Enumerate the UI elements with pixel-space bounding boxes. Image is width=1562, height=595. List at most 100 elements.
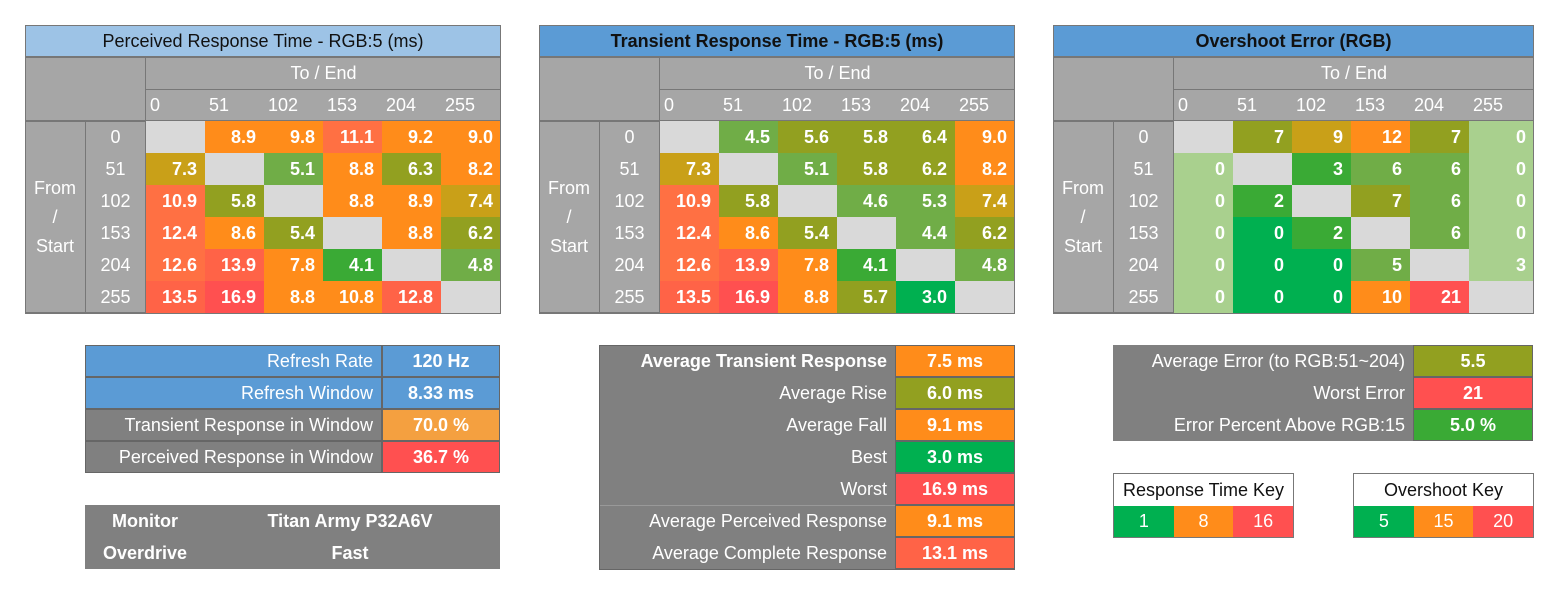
matrix-cell: 6.2 [955, 217, 1015, 249]
column-header: 0 [1178, 94, 1189, 115]
transient-summary-label: Average Fall [599, 409, 895, 441]
matrix-cell: 7.8 [264, 249, 323, 281]
matrix-cell: 9.2 [382, 121, 441, 153]
from-start-label: From / Start [25, 121, 85, 313]
matrix-title: Overshoot Error (RGB) [1053, 25, 1534, 57]
transient-summary-label: Average Rise [599, 377, 895, 409]
key-swatch: 5 [1354, 506, 1414, 537]
matrix-cell: 7.4 [955, 185, 1015, 217]
transient-summary-value: 3.0 ms [895, 441, 1015, 473]
matrix-cell: 8.8 [778, 281, 837, 313]
matrix-cell: 7.4 [441, 185, 501, 217]
row-header: 204 [1128, 254, 1159, 275]
refresh-label: Refresh Window [85, 377, 382, 409]
row-header: 102 [100, 190, 131, 211]
matrix-cell: 5.7 [837, 281, 896, 313]
matrix-cell [205, 153, 264, 185]
from-start-word: From [34, 177, 76, 198]
to-end-label: To / End [1320, 62, 1388, 83]
matrix-cell: 12 [1351, 121, 1410, 153]
matrix-cell: 8.2 [441, 153, 501, 185]
monitor-value: Titan Army P32A6V [267, 510, 433, 531]
matrix-overshoot: Overshoot Error (RGB) To / End 0 51 102 153 20… [1053, 25, 1534, 315]
matrix-cell [1351, 217, 1410, 249]
row-header: 153 [100, 222, 131, 243]
matrix-cell: 3 [1469, 249, 1534, 281]
monitor-label: Overdrive [102, 542, 188, 563]
column-header: 102 [268, 94, 299, 115]
matrix-cell: 5.8 [719, 185, 778, 217]
matrix-cell [146, 121, 205, 153]
from-start-word: Start [549, 235, 588, 256]
matrix-cell [1469, 281, 1534, 313]
transient-summary-value: 9.1 ms [895, 409, 1015, 441]
column-header: 204 [386, 94, 417, 115]
matrix-cell [660, 121, 719, 153]
key-swatch: 8 [1173, 506, 1234, 537]
matrix-cell: 9.0 [441, 121, 501, 153]
transient-summary-label: Average Transient Response [599, 345, 895, 377]
matrix-cell [264, 185, 323, 217]
transient-summary-value: 7.5 ms [895, 345, 1015, 377]
matrix-cell: 13.5 [146, 281, 205, 313]
matrix-cell [1174, 121, 1233, 153]
matrix-divider [659, 57, 660, 313]
response-time-key: Response Time Key 1 8 16 [1113, 473, 1294, 538]
matrix-cell: 5.1 [264, 153, 323, 185]
matrix-cell [323, 217, 382, 249]
matrix-cell: 5.8 [837, 121, 896, 153]
overshoot-summary-label: Error Percent Above RGB:15 [1113, 409, 1413, 441]
key-swatch: 20 [1473, 506, 1533, 537]
matrix-cell: 10.9 [660, 185, 719, 217]
matrix-cell: 0 [1174, 185, 1233, 217]
row-header: 0 [110, 126, 121, 147]
transient-summary-value: 9.1 ms [895, 505, 1015, 537]
matrix-cell: 4.5 [719, 121, 778, 153]
matrix-cell: 0 [1233, 281, 1292, 313]
matrix-cell: 8.8 [323, 185, 382, 217]
matrix-cell: 8.8 [264, 281, 323, 313]
transient-summary-value: 16.9 ms [895, 473, 1015, 505]
transient-summary-label: Average Perceived Response [599, 505, 895, 537]
matrix-cell: 4.8 [441, 249, 501, 281]
refresh-label: Perceived Response in Window [85, 441, 382, 473]
matrix-divider [145, 57, 146, 313]
matrix-title: Perceived Response Time - RGB:5 (ms) [25, 25, 501, 57]
column-header: 51 [723, 94, 744, 115]
row-header: 102 [614, 190, 645, 211]
matrix-transient: Transient Response Time - RGB:5 (ms) To /… [539, 25, 1015, 315]
row-header: 51 [1133, 158, 1154, 179]
matrix-cell: 8.6 [719, 217, 778, 249]
matrix-cell: 12.6 [146, 249, 205, 281]
monitor-label: Monitor [112, 510, 178, 531]
matrix-cell: 12.4 [146, 217, 205, 249]
column-header: 255 [1473, 94, 1504, 115]
transient-summary-label: Worst [599, 473, 895, 505]
matrix-cell: 8.9 [205, 121, 264, 153]
matrix-cell: 4.1 [837, 249, 896, 281]
from-start-word: / [566, 206, 572, 227]
matrix-cell: 6.3 [382, 153, 441, 185]
matrix-cell: 0 [1174, 153, 1233, 185]
summary-divider [599, 505, 895, 506]
row-header: 204 [614, 254, 645, 275]
matrix-cell: 0 [1174, 217, 1233, 249]
row-header: 102 [1128, 190, 1159, 211]
matrix-cell: 0 [1469, 153, 1534, 185]
matrix-cell: 6.4 [896, 121, 955, 153]
transient-summary-label: Best [599, 441, 895, 473]
transient-summary-table: Average Transient Response 7.5 ms Average … [599, 345, 1015, 570]
matrix-cell: 2 [1233, 185, 1292, 217]
column-header: 153 [1355, 94, 1386, 115]
matrix-perceived: Perceived Response Time - RGB:5 (ms) To /… [25, 25, 501, 315]
matrix-cell: 7.3 [660, 153, 719, 185]
matrix-cell: 7.3 [146, 153, 205, 185]
matrix-cell: 0 [1469, 185, 1534, 217]
matrix-cell: 5.3 [896, 185, 955, 217]
column-header: 255 [959, 94, 990, 115]
matrix-cell: 0 [1233, 217, 1292, 249]
matrix-cell: 8.8 [323, 153, 382, 185]
matrix-cell: 4.6 [837, 185, 896, 217]
matrix-cell: 7 [1410, 121, 1469, 153]
matrix-divider [599, 121, 600, 313]
